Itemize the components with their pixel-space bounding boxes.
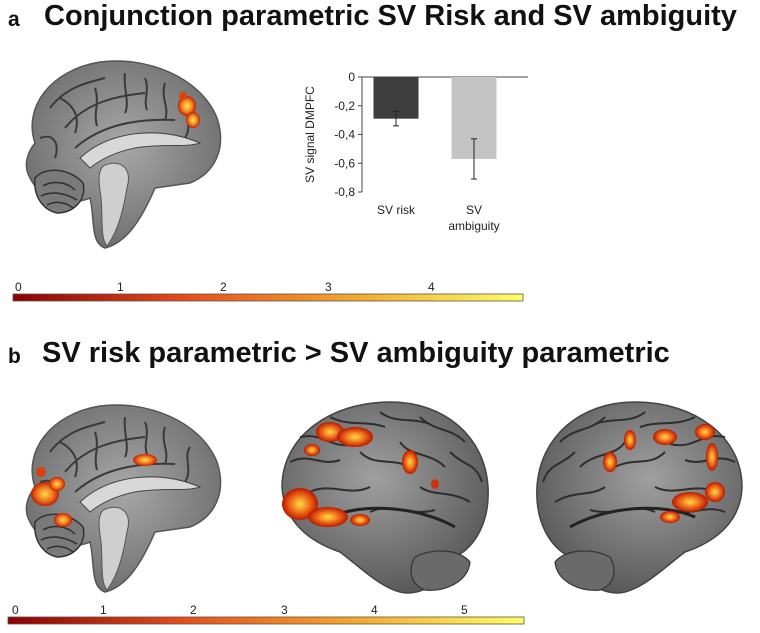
- colorbar-b-tick-4: 4: [371, 603, 378, 617]
- colorbar-a-gradient: [12, 293, 524, 302]
- y-tick-label: -0,2: [334, 99, 355, 113]
- y-tick-label: -0,8: [334, 185, 355, 199]
- panel-b-title: SV risk parametric > SV ambiguity parame…: [42, 337, 670, 369]
- y-tick-label: -0,4: [334, 128, 355, 142]
- brain-lateral-left-image: [281, 401, 489, 594]
- x-category-label: SV: [466, 203, 482, 217]
- colorbar-b-tick-2: 2: [190, 603, 197, 617]
- brain-lateral-right-image: [536, 401, 743, 594]
- colorbar-b-tick-3: 3: [281, 603, 288, 617]
- colorbar-b-tick-5: 5: [461, 603, 468, 617]
- x-category-label: ambiguity: [448, 219, 499, 233]
- x-category-label: SV risk: [377, 203, 416, 217]
- colorbar-a: 0 1 2 3 4: [12, 280, 524, 302]
- y-axis-label: SV signal DMPFC: [303, 86, 317, 183]
- y-tick-label: -0,6: [334, 156, 355, 170]
- colorbar-b: 0 1 2 3 4 5: [7, 603, 525, 625]
- colorbar-a-tick-3: 3: [325, 280, 332, 294]
- colorbar-a-tick-1: 1: [117, 280, 124, 294]
- brain-sagittal-b-image: [25, 404, 222, 593]
- y-tick-label: 0: [348, 70, 355, 84]
- colorbar-b-gradient: [7, 616, 525, 625]
- colorbar-b-tick-1: 1: [100, 603, 107, 617]
- brain-sagittal-a-image: [25, 60, 222, 249]
- panel-a-title: Conjunction parametric SV Risk and SV am…: [44, 0, 737, 32]
- colorbar-a-tick-4: 4: [428, 280, 435, 294]
- panel-a-letter: a: [8, 8, 20, 31]
- sv-signal-bar-chart: SV signal DMPFC 0 -0,2 -0,4 -0,6 -0,8 SV risk S…: [303, 70, 528, 233]
- colorbar-a-tick-2: 2: [220, 280, 227, 294]
- panel-b-letter: b: [8, 345, 21, 368]
- colorbar-b-tick-0: 0: [12, 603, 19, 617]
- colorbar-a-tick-0: 0: [15, 280, 22, 294]
